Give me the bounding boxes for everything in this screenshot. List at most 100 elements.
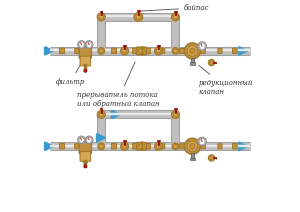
Circle shape: [85, 41, 93, 48]
Circle shape: [98, 143, 105, 150]
Bar: [100, 109, 102, 113]
Circle shape: [174, 144, 177, 148]
Circle shape: [208, 59, 215, 66]
Bar: [158, 140, 160, 141]
Bar: [174, 11, 177, 12]
FancyBboxPatch shape: [111, 48, 116, 54]
Text: байпас: байпас: [141, 4, 209, 12]
FancyBboxPatch shape: [136, 47, 146, 55]
FancyBboxPatch shape: [145, 144, 150, 149]
Circle shape: [99, 112, 103, 116]
Circle shape: [187, 46, 198, 56]
Circle shape: [208, 155, 215, 161]
Text: фильтр: фильтр: [56, 66, 85, 86]
Bar: [158, 45, 159, 49]
Circle shape: [78, 136, 85, 144]
Circle shape: [139, 144, 144, 149]
Bar: [138, 11, 139, 15]
Bar: [124, 141, 125, 145]
Bar: [123, 140, 126, 141]
Circle shape: [99, 113, 103, 116]
Circle shape: [171, 13, 179, 21]
Circle shape: [173, 112, 178, 116]
FancyBboxPatch shape: [160, 144, 165, 149]
FancyBboxPatch shape: [136, 142, 146, 150]
Circle shape: [78, 41, 85, 48]
Circle shape: [98, 14, 105, 20]
FancyBboxPatch shape: [75, 48, 79, 53]
Bar: [137, 10, 140, 11]
Circle shape: [121, 142, 129, 150]
Bar: [174, 108, 177, 109]
FancyBboxPatch shape: [179, 48, 184, 53]
Circle shape: [198, 137, 206, 146]
FancyBboxPatch shape: [218, 48, 222, 53]
Circle shape: [157, 49, 160, 53]
FancyBboxPatch shape: [160, 48, 165, 53]
Circle shape: [84, 69, 87, 72]
FancyBboxPatch shape: [201, 144, 205, 149]
FancyBboxPatch shape: [201, 48, 205, 53]
Text: прерыватель потока
или обратный клапан: прерыватель потока или обратный клапан: [77, 62, 160, 108]
Bar: [190, 62, 194, 65]
Circle shape: [171, 110, 179, 119]
FancyBboxPatch shape: [232, 144, 237, 149]
Circle shape: [210, 156, 213, 159]
Circle shape: [190, 48, 195, 54]
Bar: [190, 158, 194, 160]
Circle shape: [86, 137, 92, 143]
Circle shape: [86, 42, 92, 47]
Bar: [191, 58, 194, 63]
Circle shape: [173, 15, 178, 19]
Circle shape: [121, 47, 129, 55]
Bar: [100, 11, 102, 15]
Circle shape: [199, 43, 205, 49]
Circle shape: [187, 141, 198, 152]
FancyBboxPatch shape: [145, 48, 150, 54]
FancyBboxPatch shape: [79, 142, 92, 154]
Circle shape: [99, 49, 103, 53]
Bar: [213, 157, 216, 159]
Circle shape: [172, 47, 179, 54]
Circle shape: [172, 111, 179, 118]
FancyBboxPatch shape: [59, 48, 64, 54]
Circle shape: [139, 48, 144, 53]
Circle shape: [97, 110, 105, 119]
FancyBboxPatch shape: [80, 152, 91, 161]
FancyBboxPatch shape: [59, 144, 64, 149]
FancyBboxPatch shape: [79, 47, 92, 58]
FancyBboxPatch shape: [232, 48, 237, 54]
Bar: [100, 11, 102, 12]
FancyBboxPatch shape: [80, 56, 91, 66]
Circle shape: [99, 15, 103, 19]
Bar: [158, 141, 159, 145]
Circle shape: [98, 47, 105, 54]
Bar: [175, 109, 176, 113]
Circle shape: [172, 14, 179, 20]
FancyBboxPatch shape: [75, 144, 79, 149]
Circle shape: [79, 137, 84, 143]
FancyBboxPatch shape: [218, 144, 222, 149]
Bar: [100, 108, 102, 109]
Circle shape: [99, 144, 103, 148]
Text: редукционный
клапан: редукционный клапан: [199, 65, 253, 96]
Circle shape: [154, 47, 163, 55]
Circle shape: [210, 61, 213, 64]
Circle shape: [199, 138, 205, 145]
Circle shape: [136, 15, 141, 19]
Circle shape: [97, 13, 105, 21]
Bar: [123, 45, 126, 46]
Bar: [158, 45, 160, 46]
Circle shape: [85, 136, 93, 144]
Circle shape: [84, 165, 87, 168]
FancyBboxPatch shape: [179, 144, 184, 149]
Circle shape: [172, 143, 179, 150]
Circle shape: [198, 42, 206, 50]
Circle shape: [98, 111, 105, 118]
FancyBboxPatch shape: [133, 48, 138, 54]
Circle shape: [122, 144, 127, 148]
Bar: [191, 153, 194, 158]
Circle shape: [190, 144, 195, 149]
Circle shape: [99, 15, 103, 19]
Bar: [213, 62, 216, 63]
